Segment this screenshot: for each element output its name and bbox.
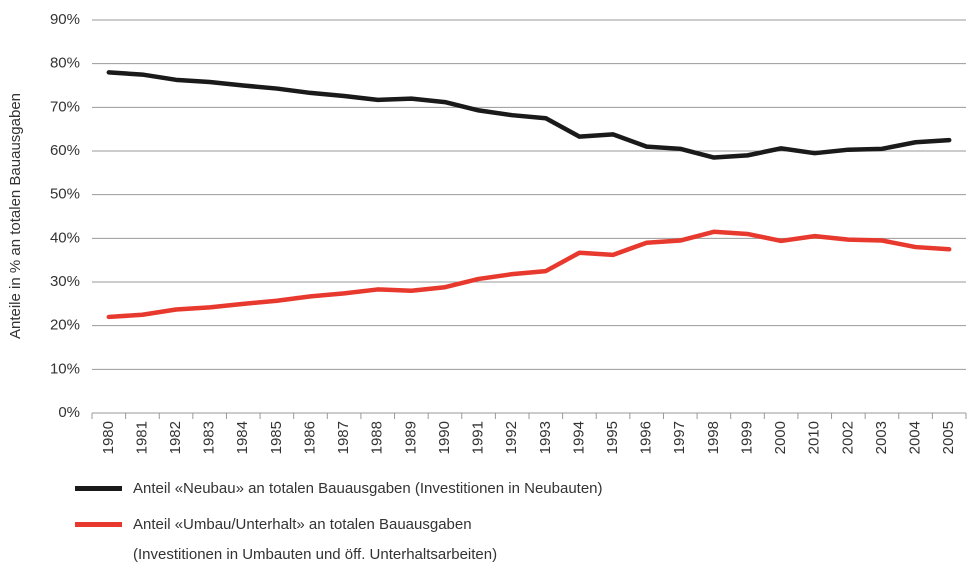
x-tick-label: 1982 [167, 421, 184, 454]
x-tick-label: 1988 [369, 421, 386, 454]
x-tick-label: 1985 [268, 421, 285, 454]
x-tick-label: 2002 [839, 421, 856, 454]
x-tick-label: 1990 [436, 421, 453, 454]
x-tick-label: 1997 [671, 421, 688, 454]
y-tick-label: 50% [50, 186, 80, 203]
legend-item: Anteil «Neubau» an totalen Bauausgaben (… [75, 478, 603, 504]
chart: Anteile in % an totalen Bauausgaben 0% 10… [7, 11, 967, 454]
x-tick-label: 2010 [806, 421, 823, 454]
x-tick-label: 1986 [301, 421, 318, 454]
x-tick-label: 1987 [335, 421, 352, 454]
y-tick-label: 40% [50, 229, 80, 246]
x-tick-label: 1995 [604, 421, 621, 454]
x-tick-label: 1994 [570, 421, 587, 454]
y-tick-label: 0% [58, 404, 80, 421]
x-tick-label: 1983 [201, 421, 218, 454]
x-tick-label: 1999 [738, 421, 755, 454]
legend-swatch [75, 486, 122, 491]
x-tick-label: 1993 [537, 421, 554, 454]
line [106, 70, 952, 160]
y-tick-label: 60% [50, 142, 80, 159]
x-tick-label: 1991 [470, 421, 487, 454]
y-tick-label: 30% [50, 273, 80, 290]
legend-label: Anteil «Umbau/Unterhalt» an totalen Baua… [133, 516, 498, 563]
x-tick-label: 1981 [133, 421, 150, 454]
x-tick-label: 1980 [100, 421, 117, 454]
x-tick-label: 2005 [940, 421, 957, 454]
y-tick-label: 70% [50, 98, 80, 115]
legend: Anteil «Neubau» an totalen Bauausgaben (… [75, 478, 603, 580]
x-tick-label: 2004 [907, 421, 924, 454]
legend-item: Anteil «Umbau/Unterhalt» an totalen Baua… [75, 514, 603, 570]
y-tick-label: 20% [50, 317, 80, 334]
x-tick-label: 2000 [772, 421, 789, 454]
x-tick-label: 1989 [402, 421, 419, 454]
x-tick-label: 2003 [873, 421, 890, 454]
y-tick-label: 90% [50, 11, 80, 28]
x-tick-label: 1992 [503, 421, 520, 454]
y-axis-label: Anteile in % an totalen Bauausgaben [7, 93, 24, 339]
line [106, 229, 952, 320]
x-tick-label: 1996 [638, 421, 655, 454]
legend-swatch [75, 522, 122, 527]
x-tick-label: 1998 [705, 421, 722, 454]
y-tick-label: 10% [50, 360, 80, 377]
x-tick-label: 1984 [234, 421, 251, 454]
y-tick-label: 80% [50, 55, 80, 72]
legend-label: Anteil «Neubau» an totalen Bauausgaben (… [133, 480, 603, 497]
